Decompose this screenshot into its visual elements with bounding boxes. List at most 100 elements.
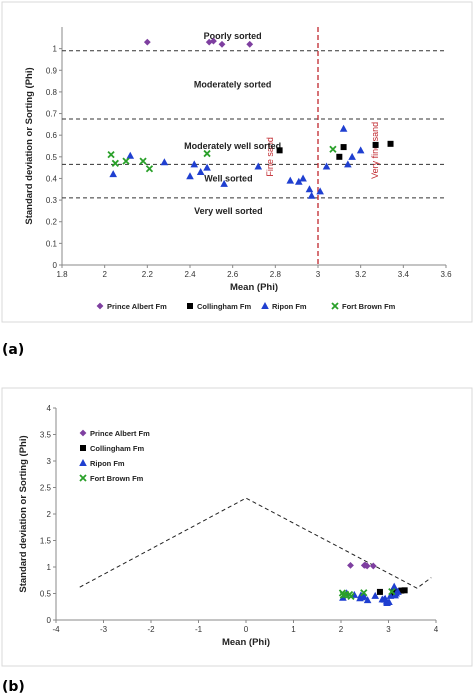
data-point	[372, 141, 379, 148]
data-point	[385, 597, 393, 605]
data-point	[356, 146, 365, 154]
data-point	[391, 588, 398, 595]
fine-sand-label: Fine sand	[265, 137, 275, 177]
sorting-zone-label: Very well sorted	[194, 206, 263, 216]
x-tick-label: 2.4	[184, 270, 196, 279]
data-point	[394, 587, 402, 595]
y-tick-label: 0.1	[46, 239, 58, 248]
data-point	[347, 562, 354, 569]
data-point	[190, 160, 199, 168]
data-point	[111, 159, 119, 167]
data-point	[363, 562, 371, 570]
x-tick-label: 1	[291, 625, 296, 634]
data-point	[336, 153, 343, 160]
y-tick-label: 0.5	[46, 153, 58, 162]
y-tick-label: 0.2	[46, 218, 58, 227]
y-tick-label: 0.7	[46, 110, 58, 119]
data-point	[305, 185, 314, 193]
data-point	[203, 149, 211, 158]
chart-a: 1.8 2 2.2 2.4 2.6 2.8 3 3.2 3.4 3.6 0 0.1 0.2 0.3 0.4 0…	[24, 27, 452, 311]
x-tick-label: 2.8	[270, 270, 282, 279]
data-point	[360, 589, 368, 597]
x-axis-label: Mean (Phi)	[222, 637, 270, 648]
panel-a-frame	[1, 1, 473, 323]
legend-marker	[79, 474, 87, 482]
x-tick-label: -3	[100, 625, 108, 634]
y-tick-label: 3	[47, 457, 52, 466]
y-tick-label: 0.9	[46, 66, 58, 75]
data-point	[246, 40, 254, 48]
legend-marker	[79, 429, 87, 437]
data-point	[218, 40, 226, 48]
x-tick-label: 1.8	[56, 270, 68, 279]
x-tick-label: 2.6	[227, 270, 239, 279]
data-point	[186, 172, 194, 180]
sorting-envelope-line	[79, 497, 432, 589]
data-point	[139, 157, 147, 165]
legend-label: Ripon Fm	[90, 459, 125, 468]
data-point	[340, 144, 347, 151]
data-point	[390, 582, 398, 590]
legend-marker	[96, 302, 104, 310]
data-point	[376, 588, 383, 595]
data-point	[276, 147, 283, 154]
panel-b-frame	[1, 387, 473, 667]
data-point	[360, 592, 368, 600]
x-tick-label: 4	[434, 625, 439, 634]
legend-marker	[79, 459, 87, 466]
x-tick-label: 3	[386, 625, 391, 634]
x-tick-label: 3.2	[355, 270, 367, 279]
legend: Prince Albert Fm Collingham Fm Ripon Fm For…	[79, 429, 150, 483]
data-point	[329, 145, 337, 153]
legend-marker	[80, 445, 86, 451]
legend-marker	[187, 303, 193, 309]
data-point	[371, 591, 379, 599]
data-point	[160, 158, 169, 166]
data-point	[203, 163, 211, 171]
data-point	[316, 187, 324, 195]
data-point	[339, 124, 348, 132]
chart-b: -4 -3 -2 -1 0 1 2 3 4 0 0.5 1 1.5 2 2.5 3 3.5 4 Mean (Phi)…	[18, 404, 439, 648]
legend-label: Prince Albert Fm	[90, 429, 150, 438]
data-point	[126, 151, 135, 159]
x-tick-label: 2	[102, 270, 107, 279]
data-point	[109, 170, 117, 178]
x-tick-label: 2	[339, 625, 344, 634]
y-tick-label: 3.5	[40, 431, 52, 440]
data-point	[369, 562, 377, 570]
y-tick-label: 1	[47, 563, 52, 572]
x-tick-label: 3	[316, 270, 321, 279]
data-point	[299, 174, 307, 182]
y-tick-label: 0.8	[46, 88, 58, 97]
panel-label-b: (b)	[2, 679, 25, 694]
sorting-zone-label: Well sorted	[204, 174, 252, 184]
x-tick-label: 0	[244, 625, 249, 634]
legend-label: Collingham Fm	[90, 444, 144, 453]
data-point	[398, 587, 405, 594]
x-tick-label: -1	[195, 625, 203, 634]
y-tick-label: 0.3	[46, 196, 58, 205]
y-tick-label: 0.6	[46, 131, 58, 140]
y-tick-label: 0	[47, 616, 52, 625]
data-point	[363, 596, 372, 604]
x-axis-label: Mean (Phi)	[230, 282, 278, 293]
data-point	[220, 179, 228, 187]
data-point	[344, 160, 352, 168]
data-point	[322, 162, 331, 170]
data-point	[286, 176, 295, 184]
sorting-zone-label: Poorly sorted	[204, 31, 262, 41]
legend-label: Fort Brown Fm	[342, 302, 396, 311]
data-point	[295, 177, 303, 185]
y-tick-label: 1.5	[40, 537, 52, 546]
data-point	[107, 151, 115, 159]
data-point	[401, 587, 408, 594]
y-tick-label: 1	[53, 45, 58, 54]
x-tick-label: 2.2	[142, 270, 154, 279]
data-point	[196, 167, 205, 175]
legend-label: Fort Brown Fm	[90, 474, 144, 483]
data-point	[387, 140, 394, 147]
legend-label: Prince Albert Fm	[107, 302, 167, 311]
y-axis-label: Standard deviation or Sorting (Phi)	[24, 67, 35, 224]
data-point	[348, 152, 356, 160]
